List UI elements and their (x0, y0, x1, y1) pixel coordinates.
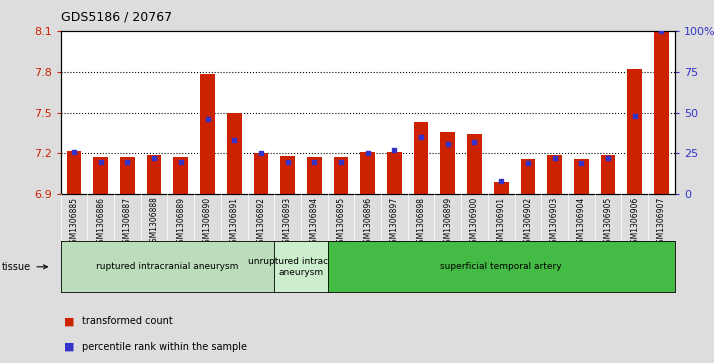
Bar (600, 155, 615, 194)
Point (629, 113, 640, 119)
Bar (361, 152, 375, 194)
Text: GSM1306897: GSM1306897 (390, 196, 399, 248)
Text: GSM1306887: GSM1306887 (123, 196, 132, 248)
Bar (307, 158, 322, 194)
Point (549, 155, 560, 161)
Text: superficial temporal artery: superficial temporal artery (441, 262, 562, 271)
Text: GSM1306901: GSM1306901 (497, 196, 506, 248)
Point (416, 134, 427, 140)
Point (442, 140, 453, 146)
Text: GSM1306894: GSM1306894 (310, 196, 319, 248)
Text: GSM1306891: GSM1306891 (230, 196, 238, 248)
Bar (467, 134, 482, 194)
Text: GDS5186 / 20767: GDS5186 / 20767 (61, 11, 172, 24)
Text: percentile rank within the sample: percentile rank within the sample (82, 342, 247, 352)
Point (149, 155, 160, 161)
Bar (628, 69, 642, 194)
Text: GSM1306898: GSM1306898 (416, 196, 426, 248)
Text: transformed count: transformed count (82, 316, 173, 326)
Point (202, 116, 213, 122)
Bar (147, 155, 161, 194)
Bar (120, 158, 135, 194)
Bar (521, 159, 536, 194)
Text: GSM1306904: GSM1306904 (577, 196, 585, 248)
Text: GSM1306899: GSM1306899 (443, 196, 452, 248)
Point (655, 28, 667, 34)
Text: GSM1306885: GSM1306885 (69, 196, 79, 248)
Text: ruptured intracranial aneurysm: ruptured intracranial aneurysm (96, 262, 238, 271)
Text: GSM1306890: GSM1306890 (203, 196, 212, 248)
Bar (547, 155, 562, 194)
Point (121, 159, 133, 164)
Point (282, 159, 293, 164)
Bar (174, 158, 188, 194)
Text: ■: ■ (64, 316, 75, 326)
Bar (333, 158, 348, 194)
Text: GSM1306895: GSM1306895 (336, 196, 346, 248)
Text: GSM1306886: GSM1306886 (96, 196, 105, 248)
Point (388, 147, 400, 153)
Bar (387, 152, 402, 194)
Text: GSM1306892: GSM1306892 (256, 196, 266, 248)
Point (69, 149, 80, 155)
Point (175, 159, 186, 164)
Bar (66, 151, 81, 194)
Bar (227, 113, 241, 194)
Text: GSM1306900: GSM1306900 (470, 196, 479, 248)
Point (336, 159, 347, 164)
Text: GSM1306896: GSM1306896 (363, 196, 372, 248)
Text: GSM1306888: GSM1306888 (150, 196, 159, 248)
Bar (413, 122, 428, 194)
Text: GSM1306889: GSM1306889 (176, 196, 186, 248)
Bar (281, 156, 295, 194)
Bar (574, 159, 588, 194)
Bar (200, 74, 215, 194)
Text: GSM1306903: GSM1306903 (550, 196, 559, 248)
Text: GSM1306893: GSM1306893 (283, 196, 292, 248)
Text: GSM1306907: GSM1306907 (657, 196, 666, 248)
Point (522, 160, 533, 166)
Point (362, 150, 373, 156)
Point (308, 159, 320, 164)
Bar (654, 31, 669, 194)
Bar (441, 132, 455, 194)
Text: tissue: tissue (2, 262, 31, 272)
Point (496, 178, 507, 184)
Bar (94, 158, 108, 194)
Point (469, 139, 481, 145)
Text: unruptured intracranial
aneurysm: unruptured intracranial aneurysm (248, 257, 354, 277)
Text: GSM1306902: GSM1306902 (523, 196, 533, 248)
Text: ■: ■ (64, 342, 75, 352)
Text: GSM1306905: GSM1306905 (603, 196, 613, 248)
Point (575, 160, 587, 166)
Bar (253, 154, 268, 194)
Point (255, 150, 266, 156)
Point (95, 159, 106, 164)
Point (603, 155, 614, 161)
Bar (494, 182, 508, 194)
Point (228, 137, 240, 143)
Text: GSM1306906: GSM1306906 (630, 196, 639, 248)
